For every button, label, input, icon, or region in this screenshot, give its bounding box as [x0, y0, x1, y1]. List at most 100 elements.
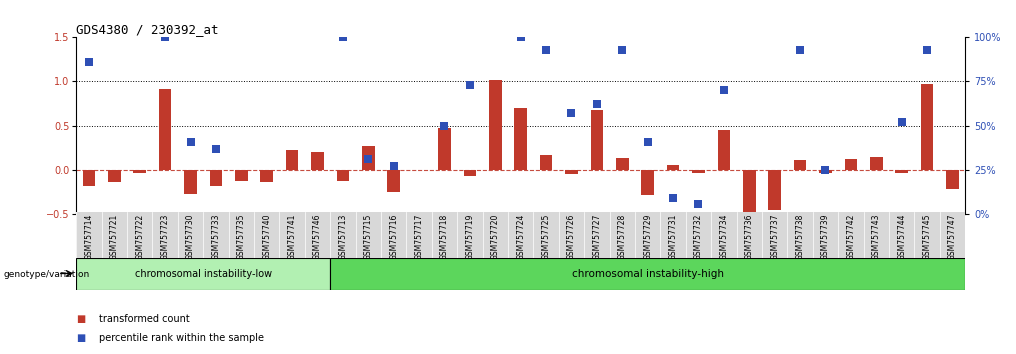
Point	[893, 119, 909, 125]
Bar	[717, 130, 731, 170]
Point	[563, 110, 579, 116]
Point	[715, 87, 732, 93]
Bar	[819, 170, 832, 173]
Text: GSM757719: GSM757719	[465, 214, 474, 260]
Text: GSM757715: GSM757715	[364, 214, 373, 260]
Bar	[330, 258, 965, 290]
Point	[385, 164, 401, 169]
Bar	[209, 170, 223, 186]
Bar	[235, 170, 248, 181]
Bar	[870, 156, 883, 170]
Text: GSM757727: GSM757727	[592, 214, 601, 260]
Bar	[184, 170, 197, 194]
Text: GSM757742: GSM757742	[846, 214, 855, 260]
Bar	[743, 170, 756, 220]
Text: GSM757733: GSM757733	[211, 214, 220, 260]
Text: GDS4380 / 230392_at: GDS4380 / 230392_at	[76, 23, 218, 36]
Text: GSM757741: GSM757741	[288, 214, 297, 260]
Bar	[565, 170, 578, 175]
Bar	[946, 170, 959, 189]
Bar	[82, 170, 96, 186]
Text: GSM757726: GSM757726	[567, 214, 576, 260]
Text: GSM757743: GSM757743	[872, 214, 881, 260]
Point	[588, 102, 605, 107]
Point	[639, 139, 655, 144]
Bar	[76, 258, 330, 290]
Bar	[108, 170, 121, 182]
Bar	[666, 165, 680, 170]
Bar	[336, 170, 350, 181]
Point	[817, 167, 833, 173]
Point	[918, 47, 935, 52]
Text: GSM757730: GSM757730	[186, 214, 195, 260]
Bar	[133, 170, 146, 173]
Text: GSM757723: GSM757723	[161, 214, 170, 260]
Bar	[158, 88, 172, 170]
Text: transformed count: transformed count	[99, 314, 189, 324]
Text: GSM757744: GSM757744	[897, 214, 906, 260]
Point	[512, 34, 528, 40]
Point	[182, 139, 198, 144]
Text: GSM757734: GSM757734	[719, 214, 728, 260]
Text: GSM757732: GSM757732	[694, 214, 703, 260]
Bar	[895, 170, 908, 173]
Bar	[362, 146, 375, 170]
Bar	[311, 152, 324, 170]
Text: GSM757745: GSM757745	[923, 214, 932, 260]
Point	[207, 146, 224, 152]
Text: GSM757739: GSM757739	[821, 214, 830, 260]
Text: GSM757728: GSM757728	[618, 214, 627, 260]
Text: genotype/variation: genotype/variation	[3, 270, 89, 279]
Text: chromosomal instability-low: chromosomal instability-low	[135, 269, 271, 279]
Text: GSM757735: GSM757735	[237, 214, 246, 260]
Point	[664, 195, 681, 201]
Text: percentile rank within the sample: percentile rank within the sample	[99, 333, 263, 343]
Bar	[514, 108, 527, 170]
Text: GSM757740: GSM757740	[262, 214, 271, 260]
Text: GSM757737: GSM757737	[770, 214, 779, 260]
Bar	[489, 80, 502, 170]
Point	[156, 34, 173, 40]
Bar	[616, 159, 629, 170]
Text: GSM757724: GSM757724	[516, 214, 525, 260]
Bar	[260, 170, 273, 182]
Bar	[844, 159, 858, 170]
Bar	[438, 128, 451, 170]
Bar	[793, 160, 807, 170]
Text: ■: ■	[76, 314, 85, 324]
Text: GSM757720: GSM757720	[491, 214, 500, 260]
Point	[81, 59, 98, 65]
Text: GSM757736: GSM757736	[745, 214, 754, 260]
Text: GSM757725: GSM757725	[542, 214, 551, 260]
Text: GSM757716: GSM757716	[389, 214, 398, 260]
Text: chromosomal instability-high: chromosomal instability-high	[572, 269, 723, 279]
Point	[461, 82, 478, 88]
Text: GSM757747: GSM757747	[948, 214, 957, 260]
Bar	[539, 155, 553, 170]
Bar	[590, 110, 604, 170]
Text: GSM757746: GSM757746	[313, 214, 322, 260]
Text: GSM757722: GSM757722	[135, 214, 144, 260]
Point	[360, 156, 376, 162]
Point	[614, 47, 630, 52]
Text: GSM757721: GSM757721	[110, 214, 119, 260]
Bar	[692, 170, 705, 172]
Text: GSM757717: GSM757717	[415, 214, 424, 260]
Bar	[463, 170, 477, 176]
Bar	[768, 170, 781, 210]
Point	[791, 47, 808, 52]
Text: GSM757738: GSM757738	[796, 214, 805, 260]
Point	[537, 47, 554, 52]
Point	[334, 34, 351, 40]
Bar	[387, 170, 400, 192]
Point	[436, 123, 452, 129]
Bar	[641, 170, 654, 195]
Text: GSM757713: GSM757713	[338, 214, 347, 260]
Text: GSM757729: GSM757729	[643, 214, 652, 260]
Text: GSM757718: GSM757718	[440, 214, 449, 260]
Bar	[285, 150, 299, 170]
Text: ■: ■	[76, 333, 85, 343]
Text: GSM757714: GSM757714	[84, 214, 93, 260]
Text: GSM757731: GSM757731	[669, 214, 678, 260]
Point	[690, 201, 706, 206]
